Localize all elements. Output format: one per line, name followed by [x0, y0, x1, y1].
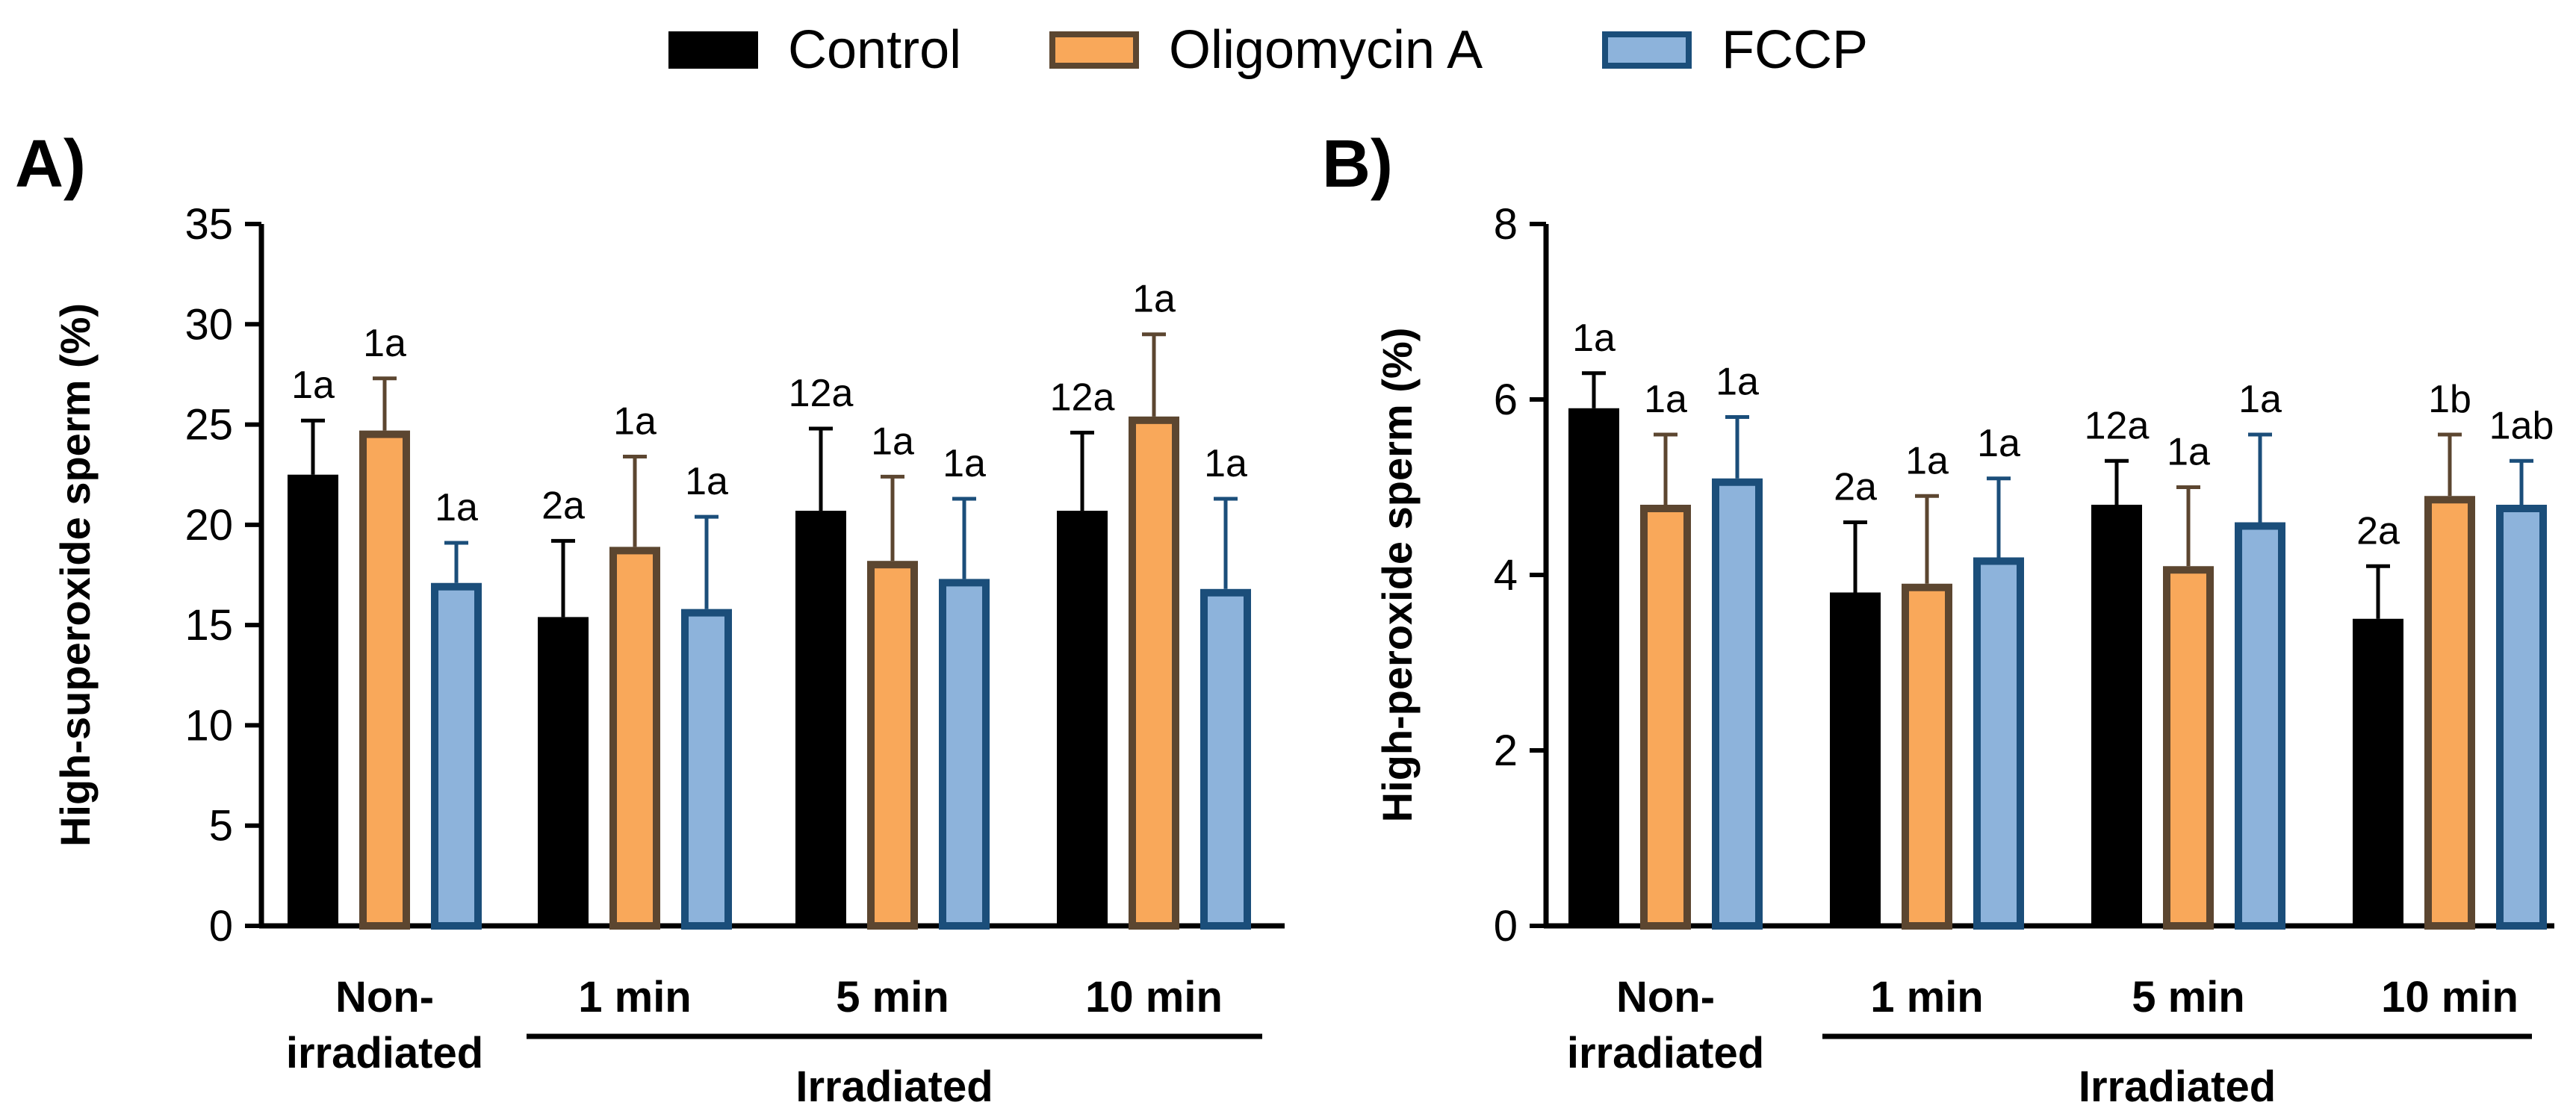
data-label: 1a [685, 460, 728, 503]
bar-fccp [1712, 478, 1763, 930]
data-label: 1a [2167, 431, 2210, 474]
y-tick-label: 2 [1494, 727, 1518, 775]
legend-item-control: Control [668, 16, 961, 84]
bar-control [1830, 592, 1881, 927]
y-tick-label: 15 [184, 601, 233, 650]
y-tick-label: 4 [1494, 551, 1518, 600]
bar-control [795, 511, 846, 927]
data-label: 1a [943, 442, 986, 485]
x-category-label: 10 min [1085, 973, 1223, 1021]
bar-fccp [681, 609, 732, 930]
y-tick-label: 8 [1494, 200, 1518, 249]
x-category-label: 5 min [836, 973, 949, 1021]
data-label: 1a [613, 400, 657, 444]
x-category-label: Non- [335, 973, 434, 1021]
legend-swatch-control [668, 31, 758, 69]
data-label: 1a [1204, 442, 1247, 485]
bar-oligomycin-a [609, 547, 660, 930]
bar-fccp [2235, 522, 2285, 930]
x-category-label: 1 min [1870, 973, 1984, 1021]
bar-fccp [939, 579, 990, 930]
data-label: 1a [871, 420, 914, 463]
y-tick-label: 0 [1494, 902, 1518, 951]
y-tick-label: 6 [1494, 376, 1518, 424]
data-label: 1a [363, 322, 406, 365]
chart-panel-a: A) 0 5 10 15 20 25 30 35 High-superoxide sperm (%… [15, 127, 1285, 1111]
bar-oligomycin-a [1902, 583, 1952, 930]
bar-oligomycin-a [867, 561, 918, 930]
x-category-label: Non- [1616, 973, 1715, 1021]
data-label: 1b [2428, 378, 2471, 421]
x-category-label: 5 min [2132, 973, 2245, 1021]
bar-control [1568, 408, 1619, 927]
chart-panel-b: B) 0 2 4 6 8 High-peroxide sperm (%) 1a 1a 1a Non-… [1322, 127, 2554, 1111]
data-label: 1a [1644, 378, 1687, 421]
y-tick-label: 25 [184, 401, 233, 449]
data-label: 1a [1572, 317, 1616, 360]
y-tick-label: 35 [184, 200, 233, 249]
bar-fccp [1200, 588, 1251, 930]
data-label: 1a [1716, 361, 1759, 404]
legend-label-oligomycin: Oligomycin A [1169, 20, 1483, 80]
data-label: 2a [1834, 466, 1877, 509]
bar-oligomycin-a [2163, 566, 2214, 930]
bar-oligomycin-a [1129, 416, 1179, 930]
data-label: 1a [291, 364, 335, 407]
data-label: 12a [1050, 376, 1115, 419]
legend-label-control: Control [788, 20, 962, 80]
y-tick-label: 30 [184, 300, 233, 349]
legend-swatch-oligomycin [1049, 31, 1139, 69]
y-axis-title: High-peroxide sperm (%) [1374, 328, 1421, 823]
bar-fccp [431, 582, 482, 930]
bar-oligomycin-a [359, 430, 410, 930]
data-label: 12a [789, 372, 854, 415]
y-tick-label: 20 [184, 501, 233, 550]
data-label: 1a [1977, 422, 2020, 465]
legend-item-fccp: FCCP [1602, 16, 1868, 84]
data-label: 1a [2238, 378, 2282, 421]
panel-label: B) [1322, 127, 1393, 202]
y-axis-title: High-superoxide sperm (%) [52, 303, 99, 847]
panel-label: A) [15, 127, 86, 202]
data-label: 1a [435, 486, 478, 529]
legend-item-oligomycin: Oligomycin A [1049, 16, 1483, 84]
y-tick-label: 0 [209, 902, 233, 951]
legend-swatch-fccp [1602, 31, 1692, 69]
x-category-label: irradiated [1567, 1029, 1764, 1077]
bar-oligomycin-a [2424, 496, 2475, 930]
data-label: 1a [1132, 278, 1176, 321]
x-category-label: 1 min [578, 973, 692, 1021]
bar-control [2353, 618, 2403, 927]
bar-control [2091, 505, 2142, 927]
data-label: 12a [2085, 404, 2150, 447]
irradiated-label: Irradiated [2079, 1063, 2276, 1111]
bar-oligomycin-a [1640, 505, 1691, 930]
data-label: 2a [541, 484, 585, 527]
y-tick-label: 5 [209, 802, 233, 850]
bar-fccp [2496, 505, 2547, 930]
bar-control [1057, 511, 1108, 927]
legend-label-fccp: FCCP [1722, 20, 1868, 80]
bar-fccp [1973, 557, 2024, 930]
bar-control [288, 474, 338, 927]
legend: Control Oligomycin A FCCP [0, 0, 2576, 97]
data-label: 1ab [2489, 404, 2554, 447]
data-label: 1a [1905, 439, 1949, 482]
x-category-label: irradiated [286, 1029, 483, 1077]
irradiated-label: Irradiated [795, 1063, 993, 1111]
data-label: 2a [2356, 509, 2400, 553]
y-tick-label: 10 [184, 701, 233, 750]
bar-control [538, 617, 589, 928]
x-category-label: 10 min [2381, 973, 2518, 1021]
